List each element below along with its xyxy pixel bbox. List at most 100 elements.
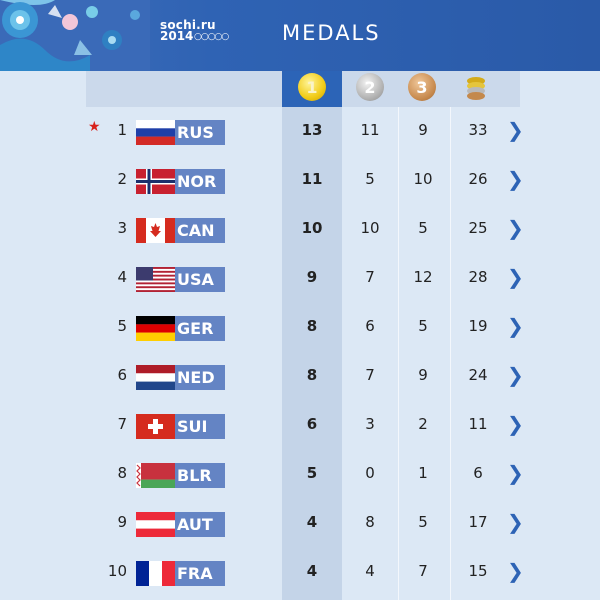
silver-count: 6 [365,317,375,335]
gold-count: 4 [306,513,318,531]
total-count: 15 [468,562,488,580]
bronze-count: 9 [418,366,428,384]
silver-count: 8 [365,513,375,531]
total-count: 33 [468,121,488,139]
sochi-logo: sochi.ru 2014 ○○○○○ [160,18,229,43]
chevron-right-icon[interactable]: ❯ [507,363,524,387]
flag-blr-icon [136,463,175,488]
gold-medal-label: 1 [306,77,318,97]
column-divider [398,107,399,600]
total-medals-icon[interactable] [462,73,490,101]
silver-medal-icon[interactable]: 2 [356,73,384,101]
page-title: MEDALS [282,21,381,45]
chevron-right-icon[interactable]: ❯ [507,559,524,583]
gold-count: 11 [301,170,323,188]
country-code: SUI [175,414,225,439]
country-code: AUT [175,512,225,537]
chevron-right-icon[interactable]: ❯ [507,167,524,191]
gold-count: 9 [306,268,318,286]
country-code: GER [175,316,225,341]
chevron-right-icon[interactable]: ❯ [507,510,524,534]
table-row[interactable]: 10 FRA 4 4 7 15 ❯ [0,548,600,597]
total-count: 26 [468,170,488,188]
rank-cell: 1 [117,121,127,139]
gold-count: 6 [306,415,318,433]
silver-count: 4 [365,562,375,580]
logo-text-2: 2014 [160,29,194,43]
rank-cell: 6 [117,366,127,384]
rank-cell: 8 [117,464,127,482]
table-row[interactable]: ★ 1 RUS 13 11 9 33 ❯ [0,107,600,156]
table-row[interactable]: 8 BLR 5 0 1 6 ❯ [0,450,600,499]
flag-usa-icon [136,267,175,292]
chevron-right-icon[interactable]: ❯ [507,118,524,142]
flag-fra-icon [136,561,175,586]
flag-aut-icon [136,512,175,537]
country-code: BLR [175,463,225,488]
total-count: 28 [468,268,488,286]
gold-count: 5 [306,464,318,482]
silver-count: 0 [365,464,375,482]
bronze-count: 9 [418,121,428,139]
silver-count: 7 [365,268,375,286]
rank-cell: 5 [117,317,127,335]
table-row[interactable]: 3 CAN 10 10 5 25 ❯ [0,205,600,254]
total-count: 19 [468,317,488,335]
rank-cell: 7 [117,415,127,433]
flag-sui-icon [136,414,175,439]
bronze-count: 5 [418,513,428,531]
bronze-medal-icon[interactable]: 3 [408,73,436,101]
rank-cell: 9 [117,513,127,531]
chevron-right-icon[interactable]: ❯ [507,314,524,338]
gold-column-highlight [282,71,342,600]
total-count: 24 [468,366,488,384]
chevron-right-icon[interactable]: ❯ [507,216,524,240]
olympic-rings-icon: ○○○○○ [194,32,229,42]
gold-medal-icon[interactable]: 1 [298,73,326,101]
silver-count: 3 [365,415,375,433]
star-icon: ★ [88,119,101,135]
bronze-medal-label: 3 [416,77,428,97]
ornament-pattern [0,0,150,71]
flag-ned-icon [136,365,175,390]
rank-cell: 4 [117,268,127,286]
chevron-right-icon[interactable]: ❯ [507,412,524,436]
table-row[interactable]: 2 NOR 11 5 10 26 ❯ [0,156,600,205]
gold-count: 13 [301,121,323,139]
rank-cell: 10 [107,562,127,580]
rank-cell: 2 [117,170,127,188]
table-row[interactable]: 6 NED 8 7 9 24 ❯ [0,352,600,401]
chevron-right-icon[interactable]: ❯ [507,461,524,485]
flag-nor-icon [136,169,175,194]
bronze-count: 5 [418,317,428,335]
gold-count: 8 [306,317,318,335]
bronze-count: 1 [418,464,428,482]
table-row[interactable]: 9 AUT 4 8 5 17 ❯ [0,499,600,548]
country-code: RUS [175,120,225,145]
gold-count: 10 [301,219,323,237]
chevron-right-icon[interactable]: ❯ [507,265,524,289]
silver-count: 7 [365,366,375,384]
total-count: 6 [473,464,483,482]
logo-text-1: sochi.ru [160,18,216,32]
country-code: CAN [175,218,225,243]
flag-rus-icon [136,120,175,145]
gold-count: 8 [306,366,318,384]
silver-count: 5 [365,170,375,188]
table-row[interactable]: 7 SUI 6 3 2 11 ❯ [0,401,600,450]
total-count: 25 [468,219,488,237]
table-row[interactable]: 4 USA 9 7 12 28 ❯ [0,254,600,303]
bronze-count: 12 [413,268,433,286]
header-bar: sochi.ru 2014 ○○○○○ MEDALS [0,0,600,71]
gold-count: 4 [306,562,318,580]
silver-medal-label: 2 [364,77,376,97]
bronze-count: 10 [413,170,433,188]
flag-can-icon [136,218,175,243]
silver-count: 10 [360,219,380,237]
table-row[interactable]: 5 GER 8 6 5 19 ❯ [0,303,600,352]
country-code: USA [175,267,225,292]
column-divider [450,107,451,600]
rank-cell: 3 [117,219,127,237]
total-count: 17 [468,513,488,531]
total-count: 11 [468,415,488,433]
